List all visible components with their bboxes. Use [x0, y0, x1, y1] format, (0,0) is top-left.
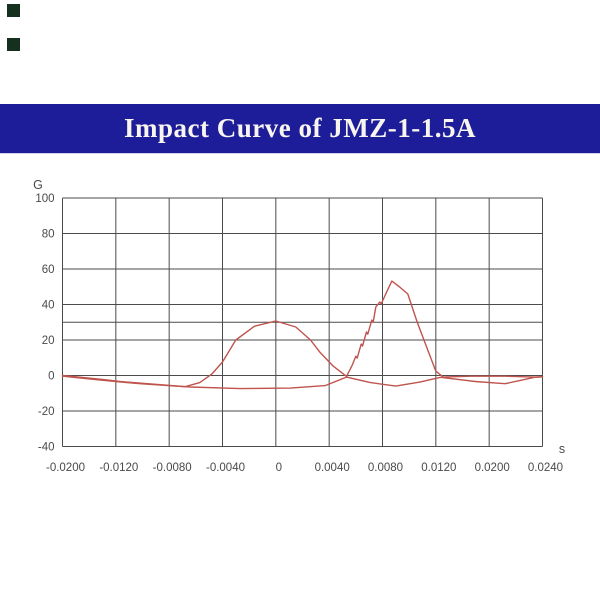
- x-tick-label: 0.0200: [475, 462, 510, 474]
- x-tick-label: -0.0200: [46, 462, 85, 474]
- chart-title: Impact Curve of JMZ-1-1.5A: [124, 113, 476, 143]
- x-tick-label: -0.0040: [206, 462, 245, 474]
- y-tick-label: 80: [42, 229, 55, 241]
- y-tick-label: 100: [35, 193, 54, 205]
- corner-square-icon: [7, 38, 20, 51]
- y-tick-label: 40: [42, 300, 55, 312]
- x-tick-label: 0.0120: [421, 462, 456, 474]
- impact-trace-main-line: [61, 280, 544, 388]
- corner-square-icon: [7, 4, 20, 17]
- title-banner: Impact Curve of JMZ-1-1.5A: [0, 104, 600, 153]
- y-tick-label: 0: [48, 371, 54, 383]
- y-tick-label: 20: [42, 335, 55, 347]
- y-axis-unit-label: G: [33, 178, 43, 192]
- x-tick-label: -0.0120: [99, 462, 138, 474]
- y-tick-label: -40: [38, 442, 55, 454]
- x-axis-unit-label: s: [559, 442, 565, 456]
- y-tick-label: -20: [38, 406, 55, 418]
- x-tick-label: 0: [276, 462, 282, 474]
- x-tick-label: -0.0080: [153, 462, 192, 474]
- y-tick-label: 60: [42, 264, 55, 276]
- x-tick-label: 0.0040: [315, 462, 350, 474]
- impact-trace-return-line: [61, 375, 544, 390]
- x-tick-label: 0.0240: [528, 462, 563, 474]
- x-tick-label: 0.0080: [368, 462, 403, 474]
